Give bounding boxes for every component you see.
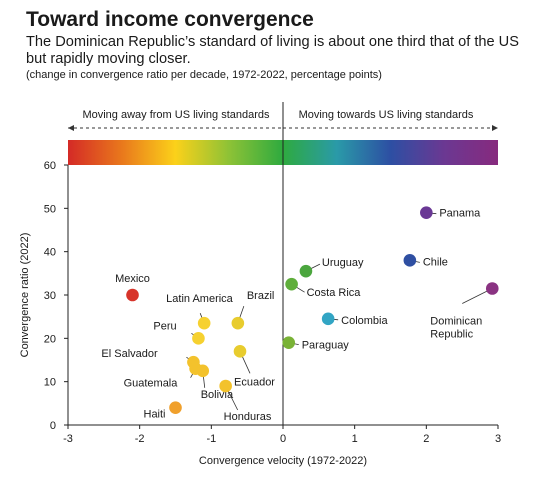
scatter-point [420,206,433,219]
scatter-point [282,336,296,349]
chart-subtitle: The Dominican Republic’s standard of liv… [26,34,519,67]
point-label: Latin America [166,293,234,305]
chart-title: Toward income convergence [26,8,314,31]
scatter-point [196,364,210,378]
scatter-point [126,288,139,302]
y-tick-label: 50 [44,203,56,215]
chart-note: (change in convergence ratio per decade,… [26,69,382,81]
x-tick-label: 1 [352,433,358,445]
scatter-point [197,316,211,330]
y-tick-label: 10 [44,377,56,389]
y-tick-label: 0 [50,420,56,432]
point-label: Haiti [144,409,166,421]
point-label: Mexico [115,273,150,285]
y-tick-label: 40 [44,247,56,259]
point-label: Guatemala [124,378,179,390]
y-tick-label: 20 [44,333,56,345]
scatter-point [231,316,245,330]
scatter-point [169,401,182,414]
scatter-point [403,254,417,267]
x-tick-label: -2 [135,433,145,445]
point-label: Colombia [341,315,388,327]
y-axis-title: Convergence ratio (2022) [19,233,31,358]
point-label: Paraguay [302,340,350,352]
scatter-point [321,312,335,326]
scatter-point [299,264,313,278]
x-tick-label: 3 [495,433,501,445]
point-label: Peru [153,320,176,332]
point-label: Uruguay [322,257,364,269]
scatter-point [219,379,232,393]
y-tick-label: 30 [44,290,56,302]
point-label: Dominican Republic [430,316,482,341]
x-tick-label: 2 [423,433,429,445]
direction-label-left: Moving away from US living standards [82,109,270,121]
y-tick-label: 60 [44,160,56,172]
x-tick-label: -3 [63,433,73,445]
scatter-point [192,332,205,345]
x-tick-label: -1 [206,433,216,445]
data-points: Mexico Latin America Peru Brazil El Salvador… [101,206,499,423]
point-label: Brazil [247,290,275,302]
scatter-point [285,277,298,291]
point-label: Ecuador [234,376,275,388]
point-label: El Salvador [101,348,158,360]
point-label: Costa Rica [307,287,362,299]
x-axis-title: Convergence velocity (1972-2022) [199,455,367,467]
point-label: Chile [423,256,448,268]
direction-label-right: Moving towards US living standards [299,109,474,121]
x-tick-label: 0 [280,433,286,445]
scatter-point [233,345,247,358]
point-label: Honduras [224,411,272,423]
point-label: Panama [439,208,481,220]
scatter-point [485,282,499,295]
